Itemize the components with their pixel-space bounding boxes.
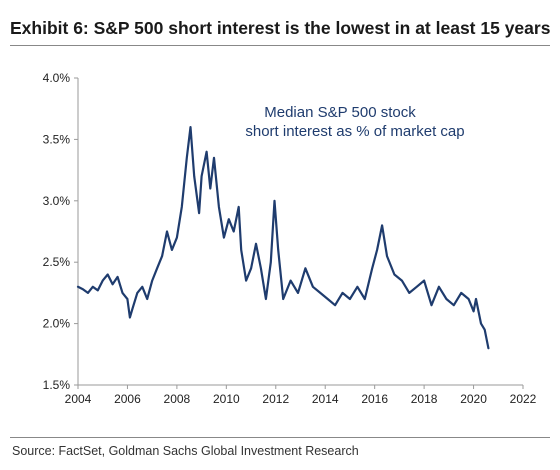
y-tick-label: 2.0%	[43, 317, 71, 331]
y-tick-label: 3.0%	[43, 194, 71, 208]
x-tick-label: 2010	[213, 392, 240, 406]
x-tick-label: 2008	[164, 392, 191, 406]
line-chart: 1.5% 2.0% 2.5% 3.0% 3.5% 4.0% 2004 2006 2008 201…	[43, 71, 537, 406]
x-tick-label: 2016	[361, 392, 388, 406]
source-note: Source: FactSet, Goldman Sachs Global In…	[12, 444, 359, 458]
annotation-line-2: short interest as % of market cap	[245, 123, 464, 140]
chart-area: 1.5% 2.0% 2.5% 3.0% 3.5% 4.0% 2004 2006 2008 201…	[0, 60, 560, 420]
series-line-0	[76, 126, 490, 350]
source-divider	[10, 437, 550, 438]
y-axis-ticks: 1.5% 2.0% 2.5% 3.0% 3.5% 4.0%	[43, 71, 78, 392]
y-tick-label: 3.5%	[43, 132, 71, 146]
x-tick-label: 2018	[411, 392, 438, 406]
annotation-line-1: Median S&P 500 stock	[264, 104, 416, 121]
y-tick-label: 1.5%	[43, 378, 71, 392]
series-group	[76, 126, 490, 350]
x-tick-label: 2014	[312, 392, 339, 406]
x-tick-label: 2022	[510, 392, 537, 406]
x-tick-label: 2004	[65, 392, 92, 406]
y-tick-label: 2.5%	[43, 255, 71, 269]
x-tick-label: 2006	[114, 392, 141, 406]
axes	[77, 78, 523, 386]
x-axis-ticks: 2004 2006 2008 2010 2012 2014 2016 2018 2020 2022	[65, 385, 537, 406]
chart-title: Exhibit 6: S&P 500 short interest is the…	[10, 18, 551, 38]
y-tick-label: 4.0%	[43, 71, 71, 85]
title-divider	[10, 45, 550, 46]
x-tick-label: 2012	[262, 392, 289, 406]
x-tick-label: 2020	[460, 392, 487, 406]
